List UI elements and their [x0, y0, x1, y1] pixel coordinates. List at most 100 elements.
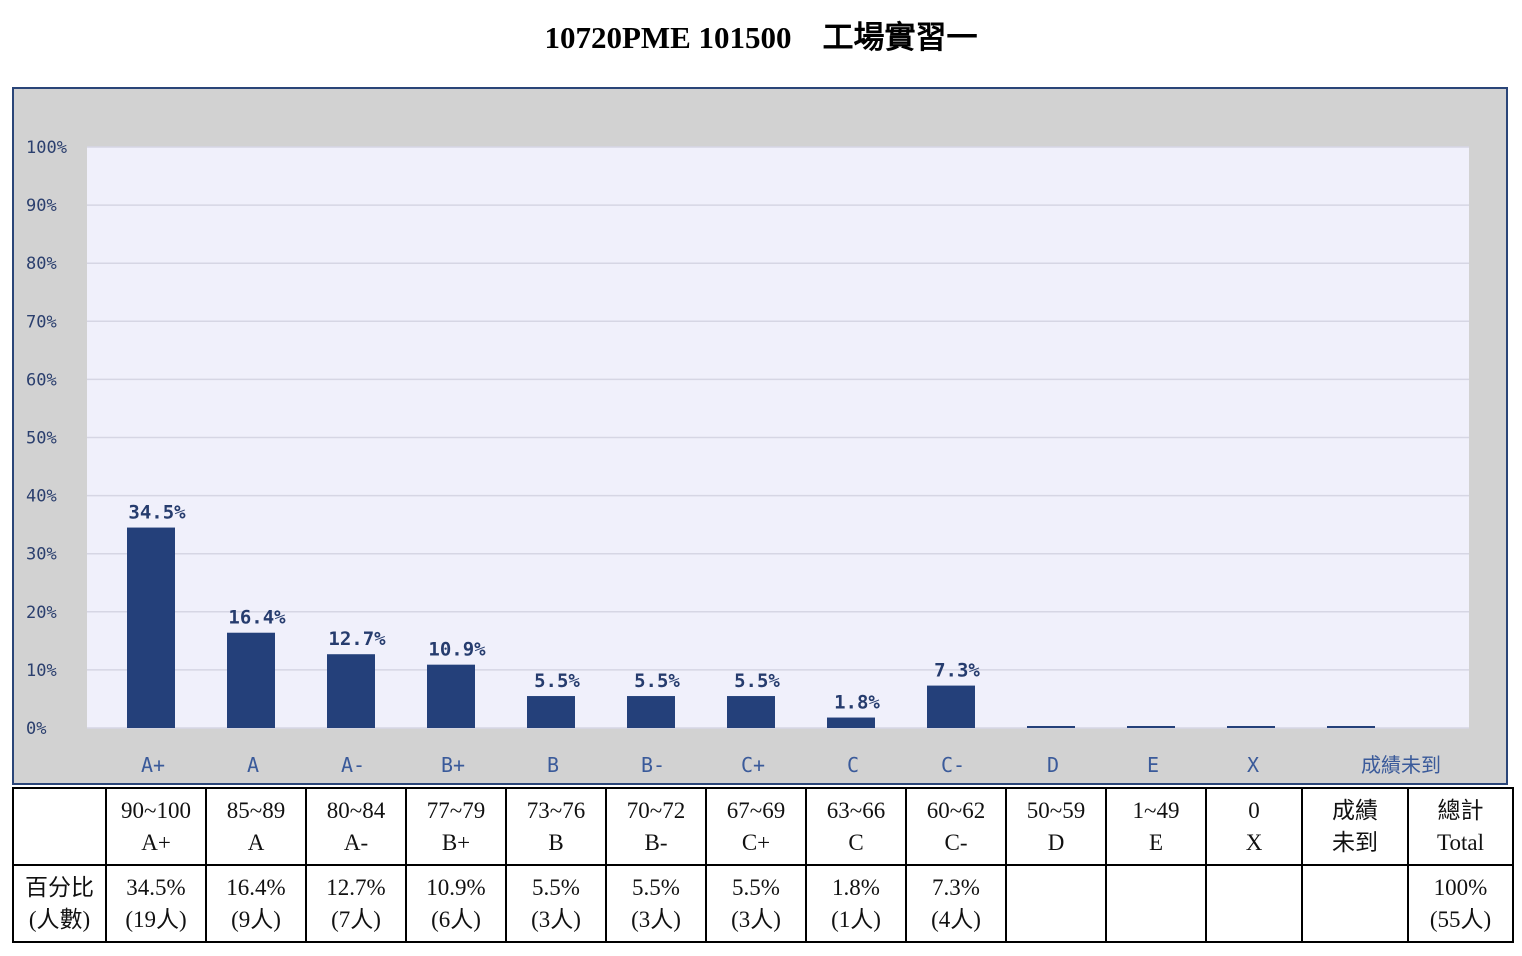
bar: [1027, 726, 1075, 728]
grade-letter: A+: [141, 829, 171, 855]
header-cell-c-minus: 60~62 C-: [905, 787, 1007, 866]
cell-count: (4人): [931, 906, 981, 932]
header-cell-a: 85~89 A: [205, 787, 307, 866]
x-tick-label: X: [1247, 753, 1259, 777]
grade-distribution-table: 90~100 A+ 85~89 A 80~84 A- 77~79 B+ 73~76 B 7…: [12, 787, 1514, 943]
bar: [527, 696, 575, 728]
grade-range: 總計: [1437, 797, 1484, 823]
cell-percent: 5.5%: [732, 874, 780, 900]
bar: [1327, 726, 1375, 728]
x-tick-label: A-: [341, 753, 365, 777]
cell-count: (3人): [531, 906, 581, 932]
y-tick-label: 90%: [26, 196, 57, 216]
y-tick-label: 40%: [26, 487, 57, 507]
table-data-row: 百分比 (人數) 34.5% (19人) 16.4% (9人) 12.7% (7人) 1…: [12, 864, 1514, 943]
data-label: 10.9%: [428, 639, 486, 661]
grade-range: 成績: [1332, 797, 1378, 823]
cell-count: (19人): [125, 906, 187, 932]
header-cell-total: 總計 Total: [1407, 787, 1514, 866]
bar: [427, 664, 475, 728]
bar: [127, 527, 175, 728]
data-label: 16.4%: [228, 607, 286, 629]
cell-count: (9人): [231, 906, 281, 932]
bar: [627, 696, 675, 728]
header-cell-c-plus: 67~69 C+: [705, 787, 807, 866]
grade-range: 1~49: [1132, 797, 1180, 823]
y-tick-label: 50%: [26, 429, 57, 449]
cell-percent: 1.8%: [832, 874, 880, 900]
data-label: 5.5%: [734, 670, 780, 692]
data-cell-b-minus: 5.5% (3人): [605, 864, 707, 943]
grade-letter: D: [1047, 829, 1065, 855]
x-tick-label: C: [847, 753, 859, 777]
y-tick-label: 100%: [26, 138, 67, 158]
data-label: 34.5%: [128, 502, 186, 524]
cell-count: (7人): [331, 906, 381, 932]
grade-range: 67~69: [726, 797, 786, 823]
y-tick-label: 30%: [26, 545, 57, 565]
data-cell-a-minus: 12.7% (7人): [305, 864, 407, 943]
header-cell-b: 73~76 B: [505, 787, 607, 866]
grade-letter: 未到: [1332, 829, 1378, 855]
grade-range: 90~100: [121, 797, 191, 823]
bar: [827, 717, 875, 728]
cell-count: (6人): [431, 906, 481, 932]
bar: [727, 696, 775, 728]
x-tick-label: C+: [741, 753, 765, 777]
cell-count: (55人): [1429, 906, 1492, 932]
grade-letter: X: [1245, 829, 1263, 855]
data-cell-x: [1205, 864, 1303, 943]
grade-letter: E: [1148, 829, 1164, 855]
grade-letter: B+: [441, 829, 471, 855]
cell-count: (1人): [831, 906, 881, 932]
table-header-row: 90~100 A+ 85~89 A 80~84 A- 77~79 B+ 73~76 B 7…: [12, 787, 1514, 866]
header-cell-a-plus: 90~100 A+: [105, 787, 207, 866]
header-cell-d: 50~59 D: [1005, 787, 1107, 866]
bar: [1127, 726, 1175, 728]
data-cell-a-plus: 34.5% (19人): [105, 864, 207, 943]
grade-range: 73~76: [526, 797, 586, 823]
grade-range: 70~72: [626, 797, 686, 823]
bar: [327, 654, 375, 728]
bar: [927, 685, 975, 728]
header-cell-b-plus: 77~79 B+: [405, 787, 507, 866]
data-label: 12.7%: [328, 628, 386, 650]
header-cell-e: 1~49 E: [1105, 787, 1207, 866]
data-cell-e: [1105, 864, 1207, 943]
grade-letter: C: [848, 829, 864, 855]
grade-letter: C+: [741, 829, 771, 855]
chart-frame: 0% 10% 20% 30% 40% 50% 60% 70% 80% 90% 100% 34.5% A+…: [12, 87, 1508, 785]
bar-chart: 0% 10% 20% 30% 40% 50% 60% 70% 80% 90% 100% 34.5% A+…: [26, 138, 1469, 777]
cell-count: (3人): [631, 906, 681, 932]
grade-letter: C-: [944, 829, 968, 855]
header-cell-missing: 成績 未到: [1301, 787, 1409, 866]
y-tick-label: 80%: [26, 254, 57, 274]
x-tick-label: B-: [641, 753, 665, 777]
y-tick-label: 10%: [26, 661, 57, 681]
data-cell-total: 100% (55人): [1407, 864, 1514, 943]
row-label-percent: 百分比: [25, 874, 94, 900]
data-cell-missing: [1301, 864, 1409, 943]
table-corner-cell: [12, 787, 107, 866]
bar: [227, 632, 275, 728]
bar: [1227, 726, 1275, 728]
data-label: 7.3%: [934, 660, 980, 682]
data-cell-b-plus: 10.9% (6人): [405, 864, 507, 943]
x-tick-label: A+: [141, 753, 165, 777]
x-tick-label: E: [1147, 753, 1159, 777]
cell-percent: 100%: [1433, 874, 1488, 900]
grade-range: 60~62: [926, 797, 986, 823]
grade-range: 0: [1248, 797, 1260, 823]
data-cell-c-minus: 7.3% (4人): [905, 864, 1007, 943]
data-cell-b: 5.5% (3人): [505, 864, 607, 943]
data-cell-d: [1005, 864, 1107, 943]
data-label: 5.5%: [634, 670, 680, 692]
data-cell-c: 1.8% (1人): [805, 864, 907, 943]
cell-percent: 10.9%: [426, 874, 486, 900]
cell-count: (3人): [731, 906, 781, 932]
x-tick-label: B+: [441, 753, 465, 777]
grade-letter: A: [247, 829, 265, 855]
header-cell-c: 63~66 C: [805, 787, 907, 866]
grade-range: 80~84: [326, 797, 386, 823]
